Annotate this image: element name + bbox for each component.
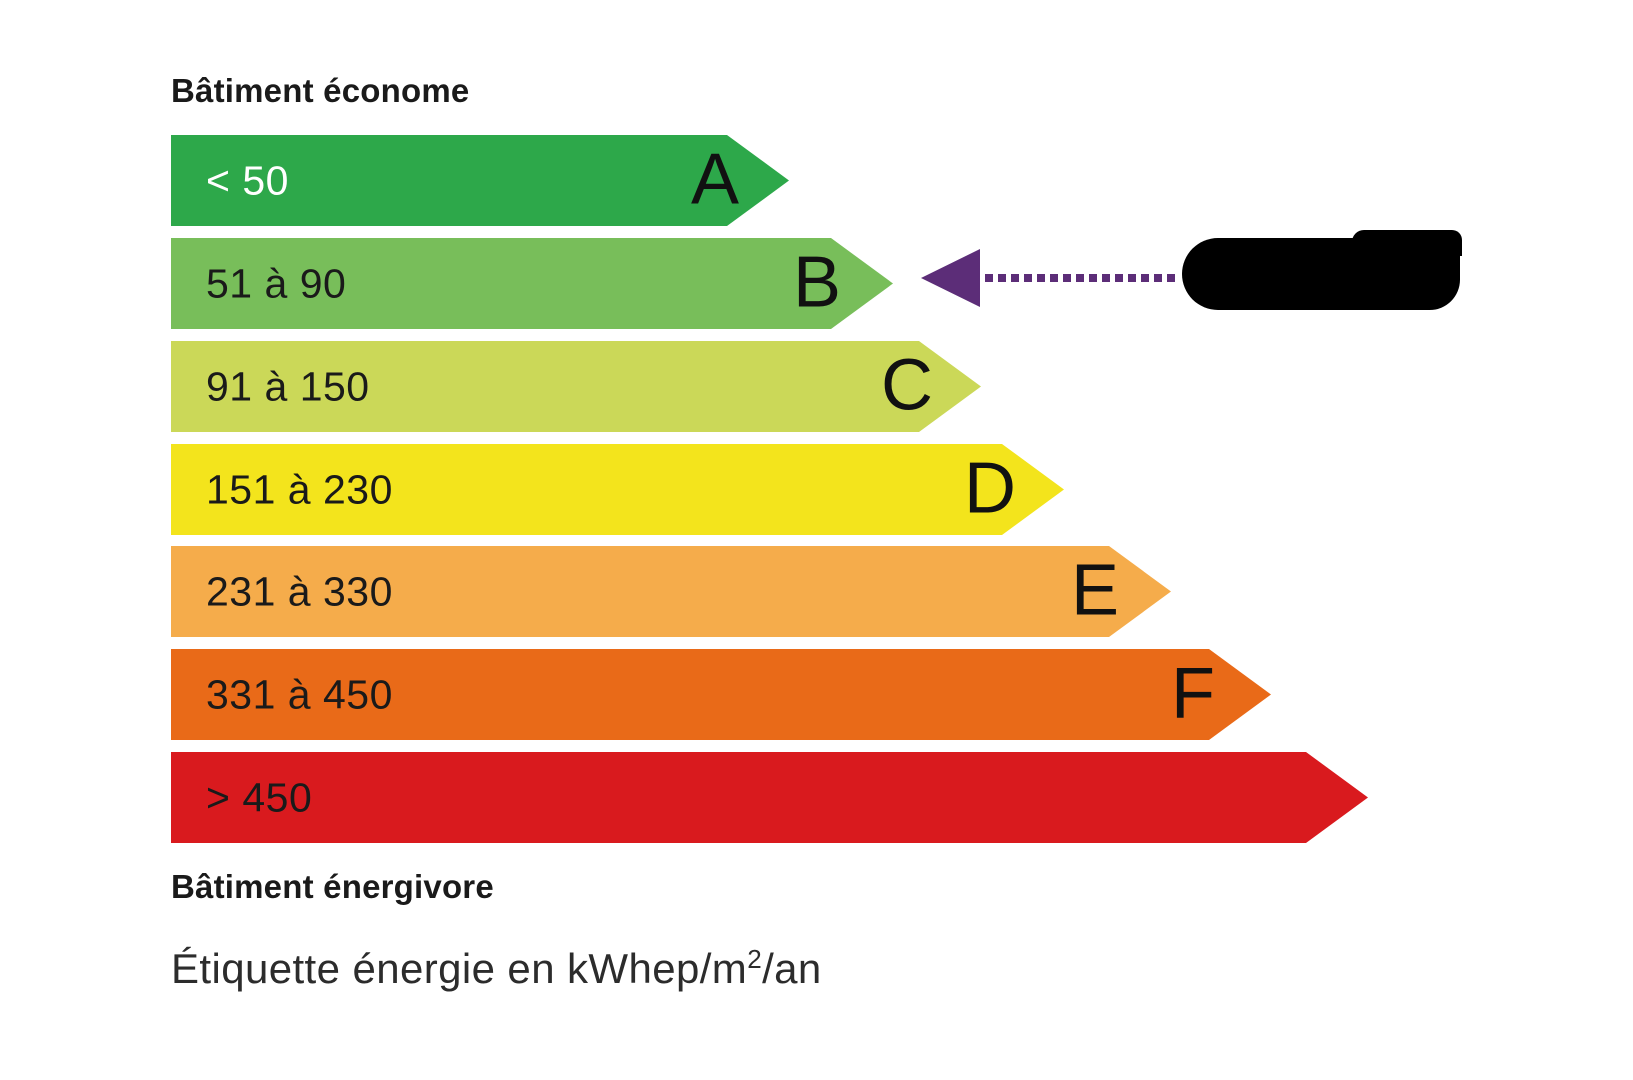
energy-class-bar-C: 91 à 150 C: [171, 341, 981, 432]
unit-caption-tail: /an: [762, 945, 822, 992]
bar-class-letter: A: [691, 139, 740, 220]
bar-arrow-shape: [171, 444, 1064, 535]
bar-arrow-shape: [171, 752, 1368, 843]
bar-arrow-shape: [171, 546, 1171, 637]
unit-caption-superscript: 2: [747, 944, 763, 974]
bar-range-label: 231 à 330: [206, 568, 393, 614]
bar-range-label: 151 à 230: [206, 466, 393, 512]
bar-range-label: > 450: [206, 774, 313, 820]
bar-class-letter: B: [793, 242, 842, 323]
energy-class-bar-G: > 450: [171, 752, 1368, 843]
bar-arrow-shape: [171, 135, 789, 226]
energy-class-bar-B: 51 à 90 B: [171, 238, 893, 329]
top-caption: Bâtiment économe: [171, 72, 470, 109]
bar-range-label: 331 à 450: [206, 671, 393, 717]
bar-class-letter: D: [964, 448, 1016, 529]
bar-range-label: < 50: [206, 157, 289, 203]
energy-class-bar-E: 231 à 330 E: [171, 546, 1171, 637]
bar-arrow-shape: [171, 238, 893, 329]
unit-caption: Étiquette énergie en kWhep/m2/an: [171, 945, 822, 993]
bar-class-letter: F: [1171, 653, 1215, 734]
bar-class-letter: C: [881, 345, 933, 426]
bar-range-label: 51 à 90: [206, 260, 347, 306]
energy-class-bar-D: 151 à 230 D: [171, 444, 1064, 535]
bar-arrow-shape: [171, 341, 981, 432]
energy-class-bar-A: < 50 A: [171, 135, 789, 226]
bar-range-label: 91 à 150: [206, 363, 370, 409]
bar-arrow-shape: [171, 649, 1271, 740]
bottom-caption: Bâtiment énergivore: [171, 868, 494, 905]
redaction-blob: [1182, 230, 1462, 310]
unit-caption-main: Étiquette énergie en kWhep/m: [171, 945, 748, 992]
energy-class-bar-F: 331 à 450 F: [171, 649, 1271, 740]
bar-class-letter: E: [1071, 550, 1120, 631]
